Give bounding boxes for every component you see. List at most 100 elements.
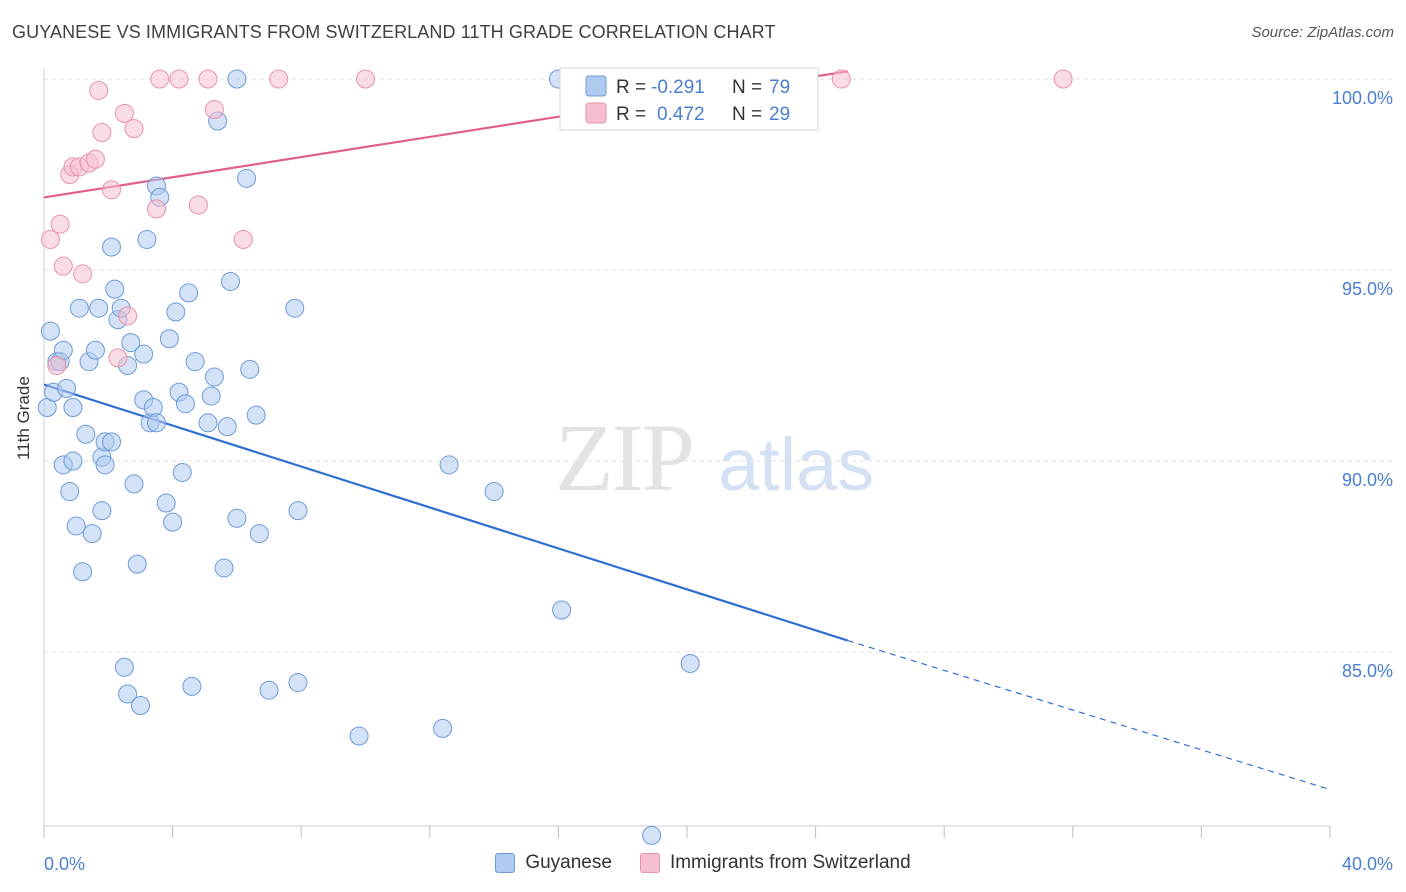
switzerland-point-9 (85, 149, 105, 169)
correlation-legend: R = -0.291 N = 79 R = 0.472 N = 29 (559, 67, 819, 131)
guyanese-point-68 (288, 501, 308, 521)
watermark-zip: ZIP (555, 404, 693, 511)
guyanese-point-69 (288, 673, 308, 693)
guyanese-point-34 (130, 695, 150, 715)
guyanese-point-51 (182, 676, 202, 696)
guyanese-point-62 (237, 168, 257, 188)
guyanese-point-61 (227, 508, 247, 528)
guyanese-point-40 (147, 413, 167, 433)
legend-item-switzerland[interactable]: Immigrants from Switzerland (639, 852, 911, 874)
watermark: ZIP atlas (555, 404, 874, 511)
guyanese-point-21 (95, 455, 115, 475)
guyanese-point-53 (198, 413, 218, 433)
legend-n-value-1: 29 (769, 104, 790, 125)
legend-r-value-0: -0.291 (651, 77, 705, 98)
guyanese-point-33 (127, 554, 147, 574)
guyanese-point-9 (63, 451, 83, 471)
legend-label-switzerland: Immigrants from Switzerland (669, 852, 911, 873)
switzerland-point-11 (92, 122, 112, 142)
guyanese-point-65 (249, 524, 269, 544)
switzerland-point-21 (198, 69, 218, 89)
chart-title: GUYANESE VS IMMIGRANTS FROM SWITZERLAND … (12, 22, 776, 42)
switzerland-point-0 (40, 229, 60, 249)
switzerland-point-13 (108, 348, 128, 368)
guyanese-point-12 (69, 298, 89, 318)
guyanese-point-77 (680, 653, 700, 673)
series-legend: Guyanese Immigrants from Switzerland (0, 852, 1406, 874)
switzerland-point-15 (118, 306, 138, 326)
guyanese-point-71 (433, 718, 453, 738)
guyanese-point-52 (185, 352, 205, 372)
guyanese-point-16 (82, 524, 102, 544)
legend-n-value-0: 79 (769, 77, 790, 98)
guyanese-point-70 (349, 726, 369, 746)
guyanese-point-1 (40, 321, 60, 341)
switzerland-point-3 (53, 256, 73, 276)
guyanese-point-7 (57, 378, 77, 398)
legend-n-label-0: N = (732, 77, 762, 98)
legend-label-guyanese: Guyanese (525, 852, 612, 873)
switzerland-point-24 (269, 69, 289, 89)
axes (43, 68, 1331, 838)
guyanese-trend-line (43, 383, 849, 642)
switzerland-point-27 (831, 69, 851, 89)
y-tick-label-85: 85.0% (1342, 661, 1393, 681)
switzerland-point-7 (73, 264, 93, 284)
y-tick-label-95: 95.0% (1342, 279, 1393, 299)
legend-item-guyanese[interactable]: Guyanese (495, 852, 612, 874)
y-tick-labels: 85.0% 90.0% 95.0% 100.0% (1332, 88, 1393, 681)
switzerland-point-28 (1053, 69, 1073, 89)
guyanese-point-43 (156, 493, 176, 513)
switzerland-point-17 (147, 199, 167, 219)
guyanese-point-18 (89, 298, 109, 318)
guyanese-point-28 (114, 657, 134, 677)
guyanese-point-29 (118, 684, 138, 704)
guyanese-point-54 (201, 386, 221, 406)
guyanese-point-24 (102, 432, 122, 452)
data-points (37, 69, 1073, 845)
guyanese-point-45 (163, 512, 183, 532)
guyanese-point-35 (134, 344, 154, 364)
y-tick-label-100: 100.0% (1332, 88, 1393, 108)
guyanese-point-25 (105, 279, 125, 299)
watermark-atlas: atlas (718, 423, 874, 506)
legend-r-value-1: 0.472 (657, 104, 705, 125)
guyanese-point-32 (124, 474, 144, 494)
switzerland-point-16 (124, 119, 144, 139)
switzerland-point-10 (89, 80, 109, 100)
switzerland-point-14 (114, 103, 134, 123)
legend-swatch-switzerland-bottom (639, 853, 660, 873)
guyanese-point-44 (159, 329, 179, 349)
guyanese-point-57 (214, 558, 234, 578)
legend-swatch-guyanese-bottom (495, 853, 516, 873)
guyanese-point-75 (552, 600, 572, 620)
legend-swatch-switzerland (585, 102, 607, 124)
guyanese-point-67 (285, 298, 305, 318)
guyanese-point-59 (220, 271, 240, 291)
x-tick-label-max: 40.0% (1342, 854, 1393, 874)
guyanese-point-55 (204, 367, 224, 387)
guyanese-point-58 (217, 417, 237, 437)
switzerland-point-1 (47, 356, 67, 375)
switzerland-point-22 (204, 100, 224, 120)
switzerland-point-20 (188, 195, 208, 215)
guyanese-point-48 (172, 462, 192, 482)
guyanese-point-46 (166, 302, 186, 322)
guyanese-point-66 (259, 680, 279, 700)
x-tick-labels: 0.0% 40.0% (44, 854, 1393, 874)
switzerland-point-2 (50, 214, 70, 234)
guyanese-point-19 (92, 501, 112, 521)
guyanese-point-60 (227, 69, 247, 89)
guyanese-point-72 (439, 455, 459, 475)
x-tick-label-min: 0.0% (44, 854, 85, 874)
guyanese-point-37 (137, 229, 157, 249)
guyanese-point-31 (121, 333, 141, 353)
guyanese-trend-extension (847, 639, 1331, 791)
guyanese-point-23 (102, 237, 122, 257)
guyanese-point-14 (76, 424, 96, 444)
y-tick-label-90: 90.0% (1342, 470, 1393, 490)
guyanese-point-49 (175, 394, 195, 414)
guyanese-point-63 (240, 359, 260, 379)
legend-r-label-1: R = (616, 104, 646, 125)
chart-source: Source: ZipAtlas.com (1251, 24, 1394, 41)
